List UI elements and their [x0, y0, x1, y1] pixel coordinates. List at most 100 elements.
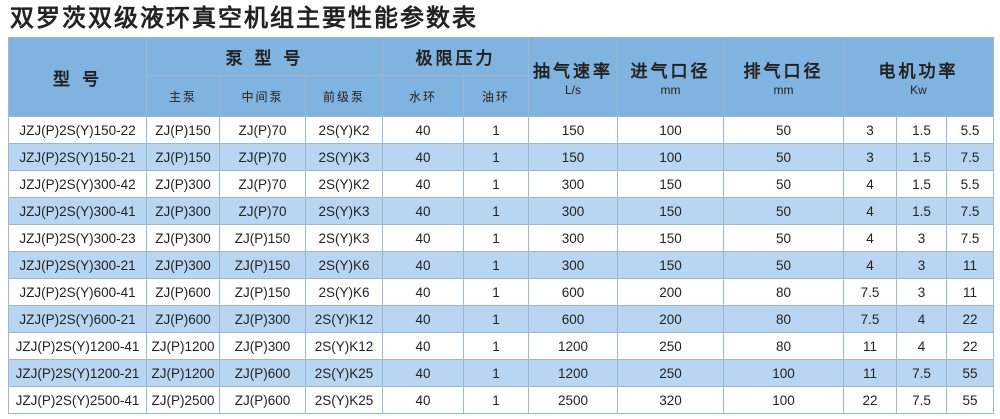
cell-power-2: 4 [896, 332, 947, 360]
cell-fore-pump: 2S(Y)K2 [305, 116, 383, 144]
header-oil-ring: 油环 [463, 75, 529, 117]
cell-pumping-speed: 150 [528, 116, 618, 144]
cell-inlet: 320 [617, 386, 724, 414]
cell-model: JZJ(P)2S(Y)150-22 [8, 116, 147, 144]
header-inlet-unit: mm [660, 83, 681, 97]
cell-power-3: 11 [946, 251, 994, 279]
cell-pumping-speed: 600 [528, 278, 618, 306]
cell-pumping-speed: 2500 [528, 386, 618, 414]
cell-water-ring: 40 [382, 332, 464, 360]
header-motor-power-label: 电机功率 [878, 62, 959, 82]
cell-oil-ring: 1 [463, 278, 529, 306]
cell-water-ring: 40 [382, 143, 464, 171]
cell-oil-ring: 1 [463, 359, 529, 387]
cell-middle-pump: ZJ(P)70 [219, 170, 306, 198]
header-outlet-label: 排气口径 [743, 62, 824, 82]
cell-model: JZJ(P)2S(Y)300-42 [8, 170, 147, 198]
cell-power-2: 3 [896, 224, 947, 252]
cell-power-2: 7.5 [896, 359, 947, 387]
cell-water-ring: 40 [382, 170, 464, 198]
cell-fore-pump: 2S(Y)K2 [305, 170, 383, 198]
header-pumping-speed-unit: L/s [564, 83, 581, 97]
cell-fore-pump: 2S(Y)K25 [305, 386, 383, 414]
table-body: JZJ(P)2S(Y)150-22 ZJ(P)150 ZJ(P)70 2S(Y)K2 4… [8, 116, 994, 414]
cell-water-ring: 40 [382, 359, 464, 387]
cell-power-2: 1.5 [896, 116, 947, 144]
cell-water-ring: 40 [382, 278, 464, 306]
cell-fore-pump: 2S(Y)K12 [305, 332, 383, 360]
cell-power-1: 4 [843, 197, 897, 225]
cell-power-3: 55 [946, 359, 994, 387]
cell-middle-pump: ZJ(P)600 [219, 359, 306, 387]
cell-pumping-speed: 1200 [528, 359, 618, 387]
cell-inlet: 200 [617, 278, 724, 306]
cell-power-1: 22 [843, 386, 897, 414]
cell-power-3: 5.5 [946, 116, 994, 144]
table-row: JZJ(P)2S(Y)600-41 ZJ(P)600 ZJ(P)150 2S(Y)K6… [8, 278, 994, 306]
cell-outlet: 50 [723, 197, 844, 225]
cell-model: JZJ(P)2S(Y)300-41 [8, 197, 147, 225]
cell-outlet: 80 [723, 332, 844, 360]
cell-power-2: 1.5 [896, 197, 947, 225]
cell-power-1: 3 [843, 143, 897, 171]
performance-table: 型 号 泵 型 号 极限压力 抽气速率 L/s 进气口径 mm 排气口径 mm 电机功… [8, 37, 994, 414]
cell-inlet: 150 [617, 224, 724, 252]
table-row: JZJ(P)2S(Y)300-42 ZJ(P)300 ZJ(P)70 2S(Y)K2 4… [8, 170, 994, 198]
cell-power-1: 7.5 [843, 305, 897, 333]
cell-fore-pump: 2S(Y)K3 [305, 197, 383, 225]
cell-oil-ring: 1 [463, 143, 529, 171]
cell-pumping-speed: 300 [528, 251, 618, 279]
cell-oil-ring: 1 [463, 170, 529, 198]
header-ultimate-pressure: 极限压力 [382, 37, 529, 76]
cell-oil-ring: 1 [463, 224, 529, 252]
cell-model: JZJ(P)2S(Y)300-23 [8, 224, 147, 252]
header-outlet: 排气口径 mm [723, 37, 844, 117]
cell-fore-pump: 2S(Y)K25 [305, 359, 383, 387]
cell-oil-ring: 1 [463, 197, 529, 225]
cell-model: JZJ(P)2S(Y)1200-41 [8, 332, 147, 360]
cell-main-pump: ZJ(P)300 [146, 224, 220, 252]
cell-power-1: 4 [843, 170, 897, 198]
cell-inlet: 200 [617, 305, 724, 333]
cell-power-2: 1.5 [896, 143, 947, 171]
cell-model: JZJ(P)2S(Y)300-21 [8, 251, 147, 279]
table-row: JZJ(P)2S(Y)300-21 ZJ(P)300 ZJ(P)150 2S(Y)K6… [8, 251, 994, 279]
header-inlet-label: 进气口径 [630, 62, 711, 82]
cell-power-1: 3 [843, 116, 897, 144]
cell-middle-pump: ZJ(P)300 [219, 332, 306, 360]
cell-power-3: 7.5 [946, 224, 994, 252]
cell-middle-pump: ZJ(P)600 [219, 386, 306, 414]
cell-main-pump: ZJ(P)150 [146, 143, 220, 171]
cell-power-1: 11 [843, 332, 897, 360]
table-row: JZJ(P)2S(Y)300-41 ZJ(P)300 ZJ(P)70 2S(Y)K3 4… [8, 197, 994, 225]
header-motor-power-unit: Kw [910, 83, 927, 97]
cell-model: JZJ(P)2S(Y)2500-41 [8, 386, 147, 414]
cell-model: JZJ(P)2S(Y)1200-21 [8, 359, 147, 387]
cell-power-3: 22 [946, 305, 994, 333]
cell-inlet: 150 [617, 251, 724, 279]
cell-outlet: 50 [723, 224, 844, 252]
header-motor-power: 电机功率 Kw [843, 37, 994, 117]
cell-main-pump: ZJ(P)150 [146, 116, 220, 144]
header-fore-pump: 前级泵 [305, 75, 383, 117]
cell-power-3: 5.5 [946, 170, 994, 198]
cell-inlet: 150 [617, 197, 724, 225]
cell-outlet: 50 [723, 143, 844, 171]
cell-main-pump: ZJ(P)600 [146, 305, 220, 333]
cell-outlet: 50 [723, 170, 844, 198]
table-row: JZJ(P)2S(Y)2500-41 ZJ(P)2500 ZJ(P)600 2S(Y)… [8, 386, 994, 414]
cell-pumping-speed: 600 [528, 305, 618, 333]
cell-water-ring: 40 [382, 116, 464, 144]
cell-power-2: 3 [896, 278, 947, 306]
cell-oil-ring: 1 [463, 305, 529, 333]
table-row: JZJ(P)2S(Y)1200-21 ZJ(P)1200 ZJ(P)600 2S(Y)… [8, 359, 994, 387]
cell-power-3: 7.5 [946, 143, 994, 171]
table-row: JZJ(P)2S(Y)600-21 ZJ(P)600 ZJ(P)300 2S(Y)K1… [8, 305, 994, 333]
cell-inlet: 250 [617, 359, 724, 387]
cell-main-pump: ZJ(P)600 [146, 278, 220, 306]
cell-power-1: 7.5 [843, 278, 897, 306]
cell-model: JZJ(P)2S(Y)150-21 [8, 143, 147, 171]
cell-middle-pump: ZJ(P)70 [219, 197, 306, 225]
header-inlet: 进气口径 mm [617, 37, 724, 117]
header-middle-pump: 中间泵 [219, 75, 306, 117]
